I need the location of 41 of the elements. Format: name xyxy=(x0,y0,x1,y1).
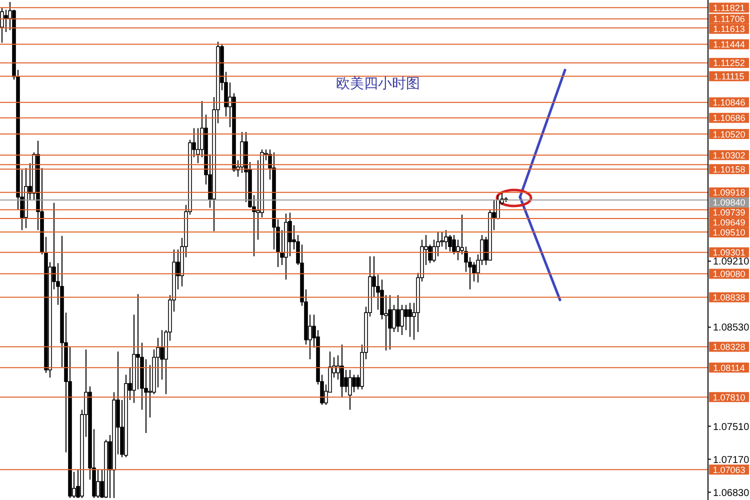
candlestick xyxy=(344,369,348,393)
ref-line-label: 1.09918 xyxy=(712,188,746,198)
ref-line-label: 1.09649 xyxy=(712,218,746,228)
candlestick xyxy=(408,302,412,338)
candlestick xyxy=(4,9,8,33)
candlestick xyxy=(396,294,400,333)
ref-line-label: 1.09080 xyxy=(712,269,746,280)
ref-line-label: 1.11252 xyxy=(713,58,745,68)
ref-line-label: 1.07810 xyxy=(712,392,746,402)
ref-line-label: 1.10846 xyxy=(712,98,746,108)
ref-line-label: 1.11821 xyxy=(713,2,745,13)
candlestick xyxy=(388,294,392,350)
ref-line-label: 1.09301 xyxy=(712,248,746,258)
candlestick xyxy=(352,374,356,393)
candlestick xyxy=(400,304,404,336)
y-tick-label: 1.07170 xyxy=(713,454,750,466)
ref-line-label: 1.10686 xyxy=(712,113,746,124)
ref-line-label: 1.10302 xyxy=(712,150,746,160)
ref-line-label: 1.08328 xyxy=(712,342,746,352)
ref-line-label: 1.08114 xyxy=(713,362,745,373)
candlestick xyxy=(340,344,344,398)
y-tick-label: 1.06830 xyxy=(713,488,750,499)
candlestick xyxy=(348,369,352,410)
candlestick xyxy=(404,304,408,331)
y-tick-label: 1.09210 xyxy=(713,256,750,268)
ref-line-label: 1.09739 xyxy=(712,208,746,218)
ref-line-label: 1.11613 xyxy=(713,24,745,34)
ref-line-label: 1.10158 xyxy=(712,164,746,174)
ref-line-label: 1.07063 xyxy=(712,464,746,475)
text: 欧美四小时图 xyxy=(336,76,420,92)
ref-line-label: 1.08838 xyxy=(712,292,746,303)
ref-line-label: 1.10520 xyxy=(712,129,746,140)
ref-line-label: 1.11115 xyxy=(714,72,744,82)
ref-line-label: 1.11444 xyxy=(713,40,745,50)
y-tick-label: 1.08530 xyxy=(713,322,750,334)
candlestick xyxy=(448,234,452,252)
ref-line-label: 1.09510 xyxy=(712,228,746,238)
ref-line-label: 1.09840 xyxy=(712,198,746,208)
candlestick xyxy=(444,230,448,250)
y-tick-label: 1.07510 xyxy=(713,422,750,433)
ref-line-label: 1.11706 xyxy=(713,14,745,24)
